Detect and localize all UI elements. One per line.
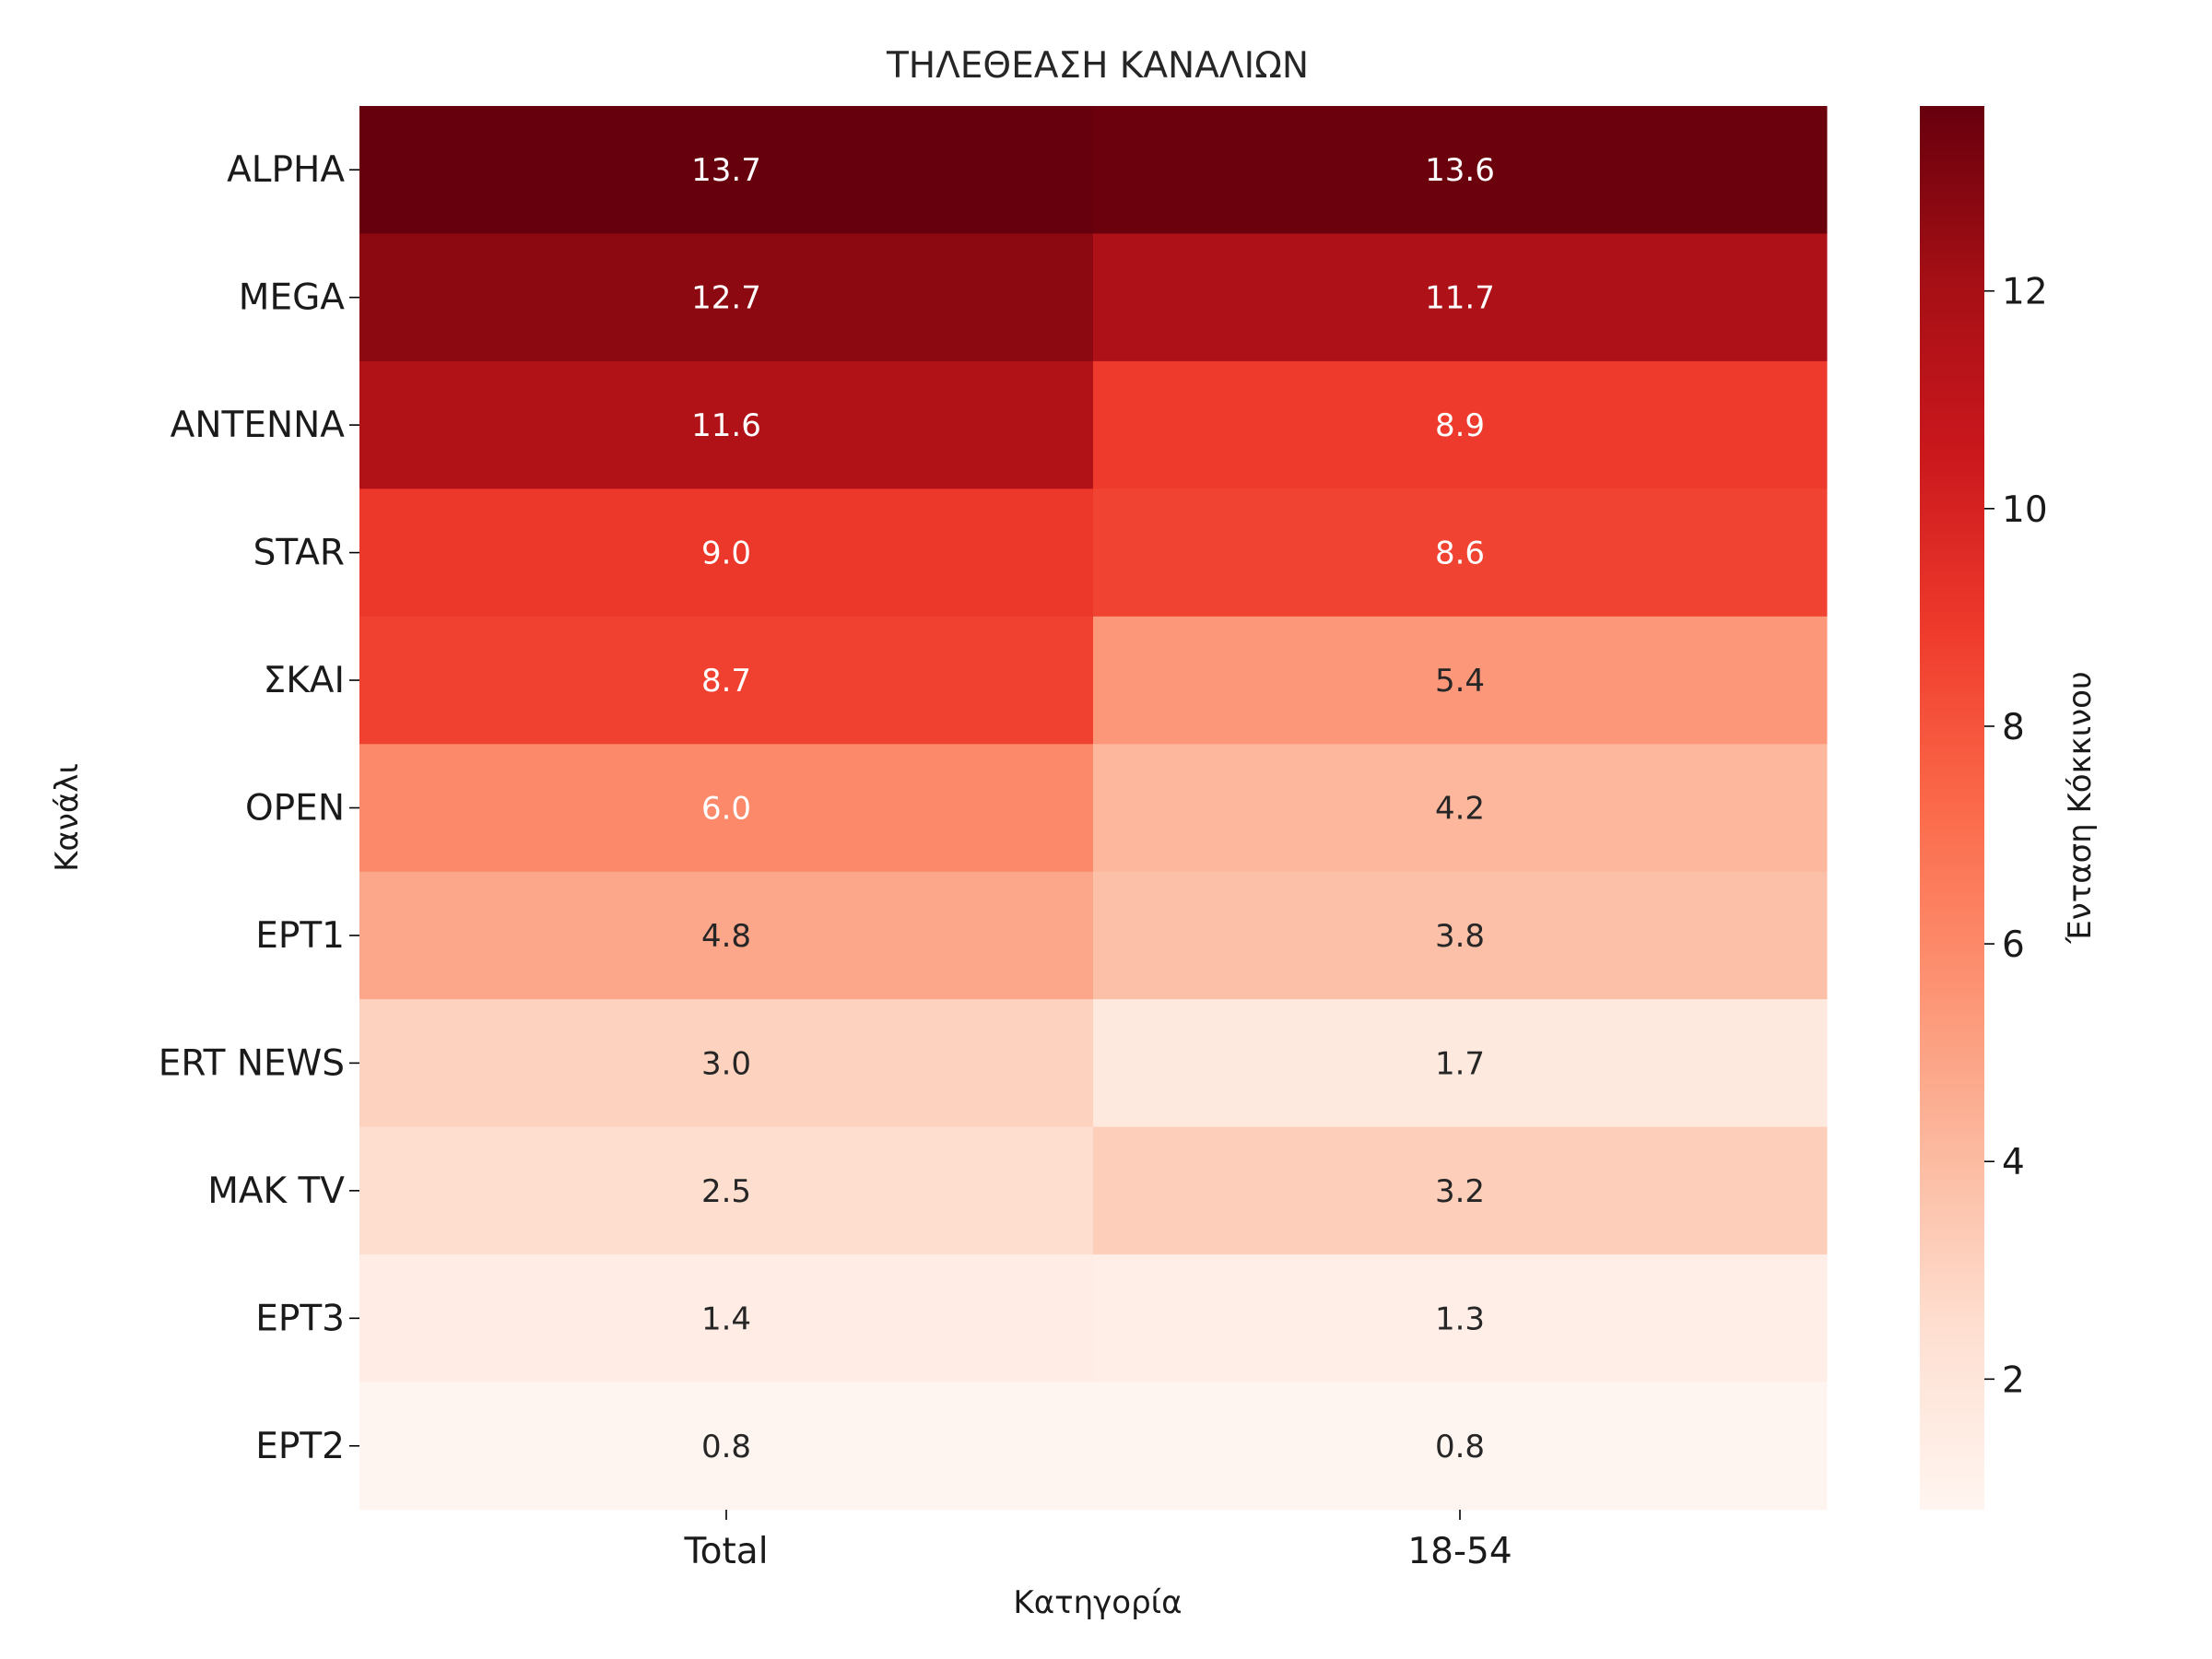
cell-value-label: 5.4	[1435, 663, 1485, 700]
cell-value-label: 11.6	[691, 407, 761, 444]
y-axis-label: Κανάλι	[49, 763, 86, 872]
cell-value-label: 13.7	[691, 152, 761, 189]
y-tick-label: OPEN	[245, 788, 345, 830]
heatmap-cell	[1093, 1254, 1828, 1383]
y-tick-label: ΕΡΤ3	[255, 1298, 345, 1339]
cell-value-label: 8.9	[1435, 407, 1485, 444]
heatmap-cell	[1093, 233, 1828, 362]
chart-title: ΤΗΛΕΘΕΑΣΗ ΚΑΝΑΛΙΩΝ	[886, 45, 1309, 87]
colorbar-tick-label: 2	[2002, 1359, 2025, 1401]
colorbar-tick-label: 6	[2002, 924, 2025, 966]
heatmap-cell	[1093, 1126, 1828, 1255]
colorbar-tick-label: 10	[2002, 489, 2048, 531]
cell-value-label: 6.0	[701, 791, 751, 828]
heatmap-cell	[1093, 106, 1828, 234]
cell-value-label: 13.6	[1425, 152, 1495, 189]
heatmap-cell	[359, 488, 1094, 618]
heatmap-cells: 13.7 13.6 12.7 11.7 11.6 8.9 9.0 8.6 8.7 5.4 6.0 4.…	[359, 106, 1828, 1511]
heatmap-cell	[1093, 999, 1828, 1128]
heatmap-cell	[359, 616, 1094, 745]
y-tick-label: MEGA	[239, 277, 346, 319]
cell-value-label: 4.2	[1435, 791, 1485, 828]
cell-value-label: 1.4	[701, 1300, 751, 1337]
cell-value-label: 8.7	[701, 663, 751, 700]
heatmap-cell	[1093, 1382, 1828, 1511]
heatmap-cell	[1093, 744, 1828, 873]
colorbar-ticks: 2 4 6 8 10 12	[1984, 272, 2048, 1401]
cell-value-label: 0.8	[1435, 1429, 1485, 1465]
heatmap-cell	[359, 1254, 1094, 1383]
heatmap-cell	[359, 744, 1094, 873]
heatmap-cell	[1093, 360, 1828, 489]
y-tick-label: ERT NEWS	[159, 1042, 345, 1084]
heatmap-cell	[359, 1382, 1094, 1511]
cell-value-label: 4.8	[701, 918, 751, 955]
colorbar-tick-label: 12	[2002, 272, 2048, 313]
y-tick-label: ΕΡΤ1	[255, 915, 345, 957]
y-tick-label: ΕΡΤ2	[255, 1426, 345, 1467]
heatmap-cell	[359, 1126, 1094, 1255]
heatmap-cell	[359, 233, 1094, 362]
colorbar	[1920, 106, 1984, 1510]
y-axis: ALPHA MEGA ANTENNA STAR ΣΚΑΙ OPEN ΕΡΤ1 ERT NEWS…	[159, 149, 359, 1467]
heatmap-cell	[1093, 488, 1828, 618]
heatmap-cell	[359, 360, 1094, 489]
cell-value-label: 1.7	[1435, 1045, 1485, 1082]
colorbar-tick-label: 4	[2002, 1142, 2025, 1183]
heatmap-cell	[359, 999, 1094, 1128]
y-tick-label: MAK TV	[207, 1171, 345, 1212]
cell-value-label: 2.5	[701, 1173, 751, 1210]
cell-value-label: 11.7	[1425, 280, 1495, 317]
x-axis-label: Κατηγορία	[1013, 1584, 1182, 1621]
cell-value-label: 0.8	[701, 1429, 751, 1465]
heatmap-cell	[1093, 616, 1828, 745]
cell-value-label: 9.0	[701, 535, 751, 572]
heatmap-cell	[1093, 871, 1828, 1000]
colorbar-tick-label: 8	[2002, 707, 2025, 748]
cell-value-label: 1.3	[1435, 1300, 1485, 1337]
y-tick-label: ΣΚΑΙ	[264, 660, 345, 701]
y-tick-label: ANTENNA	[171, 405, 346, 446]
x-tick-label: Total	[683, 1531, 768, 1572]
heatmap-cell	[359, 106, 1094, 234]
y-tick-label: ALPHA	[227, 149, 345, 191]
cell-value-label: 12.7	[691, 280, 761, 317]
cell-value-label: 3.8	[1435, 918, 1485, 955]
cell-value-label: 3.0	[701, 1045, 751, 1082]
y-tick-label: STAR	[253, 533, 345, 574]
x-axis: Total 18-54	[683, 1510, 1512, 1572]
colorbar-label: Ένταση Κόκκινου	[2062, 671, 2099, 944]
cell-value-label: 3.2	[1435, 1173, 1485, 1210]
cell-value-label: 8.6	[1435, 535, 1485, 572]
heatmap-cell	[359, 871, 1094, 1000]
x-tick-label: 18-54	[1407, 1531, 1512, 1572]
